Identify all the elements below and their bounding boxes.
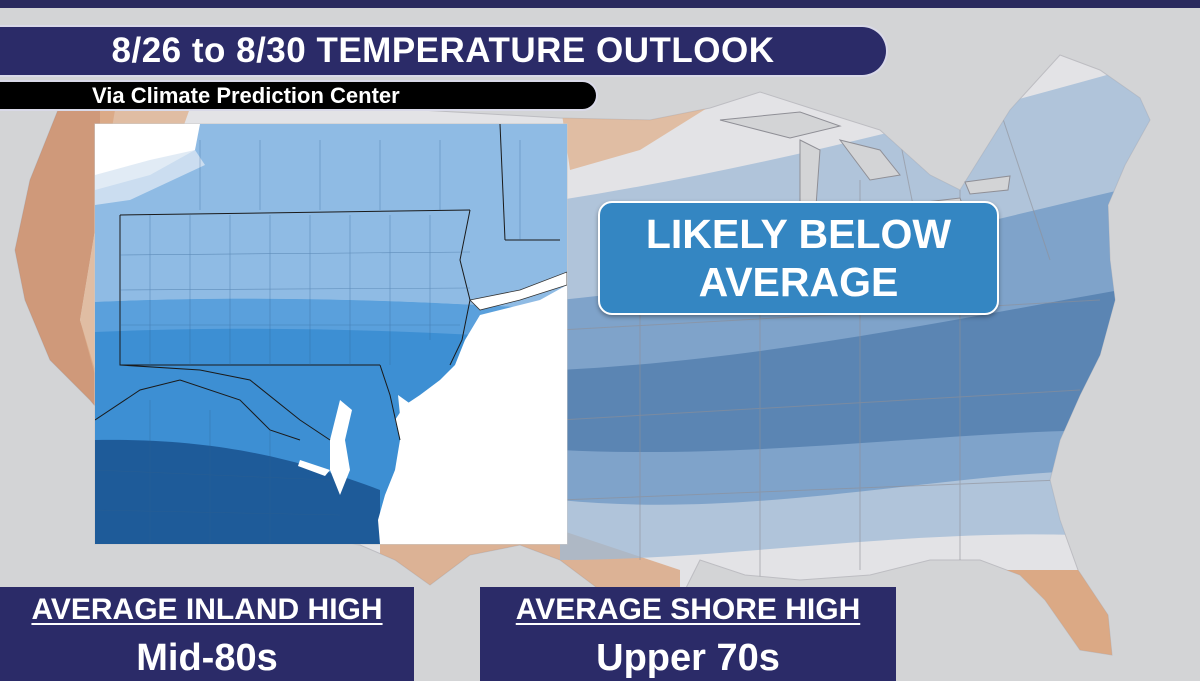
- inland-high-value: Mid-80s: [136, 637, 278, 679]
- callout-line-2: AVERAGE: [698, 259, 899, 305]
- outlook-callout: LIKELY BELOW AVERAGE: [598, 201, 999, 315]
- inset-county-lines: [95, 140, 521, 544]
- inset-below-dark-zone: [95, 439, 380, 544]
- inset-below-light-strip: [95, 298, 567, 340]
- inset-delaware-bay: [398, 395, 412, 420]
- inset-state-borders: [95, 124, 560, 441]
- top-rule: [0, 0, 1200, 8]
- callout-line-1: LIKELY BELOW: [645, 211, 952, 257]
- inset-atlantic-ocean: [378, 285, 567, 544]
- inset-potomac: [298, 460, 330, 476]
- inland-high-label: AVERAGE INLAND HIGH: [31, 593, 383, 626]
- source-bar: Via Climate Prediction Center: [0, 80, 598, 111]
- shore-high-box: AVERAGE SHORE HIGH Upper 70s: [480, 587, 896, 681]
- regional-inset-map: [94, 123, 568, 545]
- inset-long-island: [469, 271, 567, 311]
- inset-lake-shore: [95, 150, 205, 205]
- page-title: 8/26 to 8/30 TEMPERATURE OUTLOOK: [111, 31, 775, 70]
- inset-below-light-zone: [95, 124, 567, 310]
- inland-high-box: AVERAGE INLAND HIGH Mid-80s: [0, 587, 414, 681]
- inset-chesapeake-bay: [330, 400, 352, 495]
- shore-high-label: AVERAGE SHORE HIGH: [515, 593, 861, 626]
- title-banner: 8/26 to 8/30 TEMPERATURE OUTLOOK: [0, 25, 888, 77]
- shore-high-value: Upper 70s: [596, 637, 780, 679]
- source-credit: Via Climate Prediction Center: [92, 82, 400, 108]
- above-normal-florida: [1000, 570, 1120, 655]
